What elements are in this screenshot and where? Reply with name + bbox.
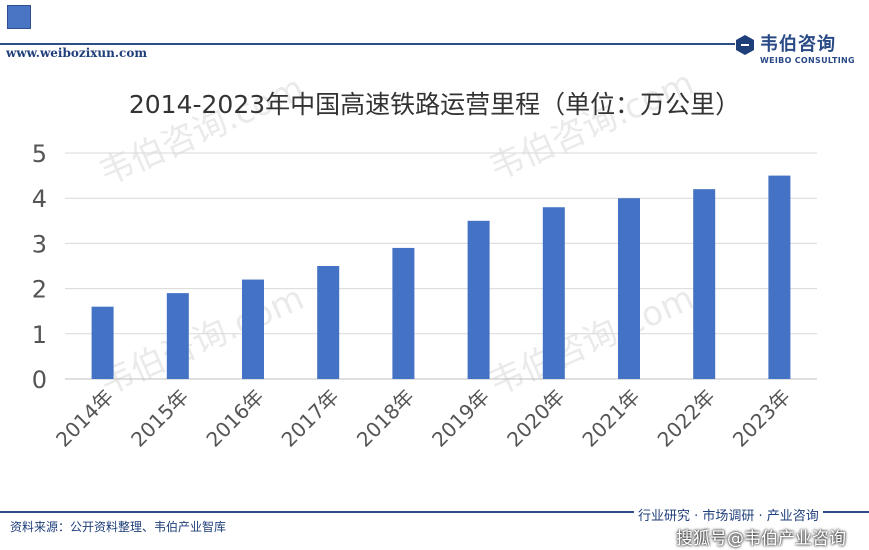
bar-2016年 <box>242 279 264 379</box>
bar-2015年 <box>166 293 189 379</box>
x-tick-label-2014年: 2014年 <box>51 385 118 452</box>
bar-2017年 <box>317 266 340 379</box>
brand-subtitle: WEIBO CONSULTING <box>760 56 855 65</box>
slogan: 行业研究 · 市场调研 · 产业咨询 <box>634 505 823 524</box>
sohu-watermark: 搜狐号@韦伯产业咨询 <box>676 529 846 549</box>
header-divider <box>0 43 735 45</box>
chart-title: 2014-2023年中国高速铁路运营里程（单位：万公里） <box>128 90 741 119</box>
bar-2022年 <box>693 189 716 379</box>
hexagon-logo-icon <box>736 35 754 55</box>
footer-divider <box>0 511 869 513</box>
y-tick-label-1: 1 <box>32 321 47 349</box>
bar-2023年 <box>768 175 791 379</box>
y-tick-label-0: 0 <box>32 366 47 394</box>
bar-2014年 <box>91 306 114 379</box>
x-tick-label-2018年: 2018年 <box>352 385 419 452</box>
x-tick-label-2023年: 2023年 <box>728 385 795 452</box>
brand-logo: 韦伯咨询 WEIBO CONSULTING <box>736 30 866 70</box>
site-url[interactable]: www.weibozixun.com <box>6 46 148 60</box>
x-tick-label-2016年: 2016年 <box>201 385 268 452</box>
bar-2020年 <box>542 207 565 379</box>
x-tick-label-2020年: 2020年 <box>502 385 569 452</box>
y-tick-label-5: 5 <box>32 140 47 168</box>
x-tick-label-2017年: 2017年 <box>277 385 344 452</box>
corner-logo-square <box>7 5 31 29</box>
x-tick-label-2021年: 2021年 <box>577 385 644 452</box>
y-tick-label-2: 2 <box>32 276 47 304</box>
x-tick-label-2022年: 2022年 <box>653 385 720 452</box>
y-tick-label-4: 4 <box>32 185 47 213</box>
bar-2019年 <box>467 220 490 379</box>
bar-2018年 <box>392 247 415 379</box>
bar-2021年 <box>618 198 640 379</box>
x-tick-label-2015年: 2015年 <box>126 385 193 452</box>
x-tick-label-2019年: 2019年 <box>427 385 494 452</box>
brand-name: 韦伯咨询 <box>760 34 836 55</box>
source-note: 资料来源：公开资料整理、韦伯产业智库 <box>10 520 227 534</box>
y-tick-label-3: 3 <box>32 230 47 258</box>
